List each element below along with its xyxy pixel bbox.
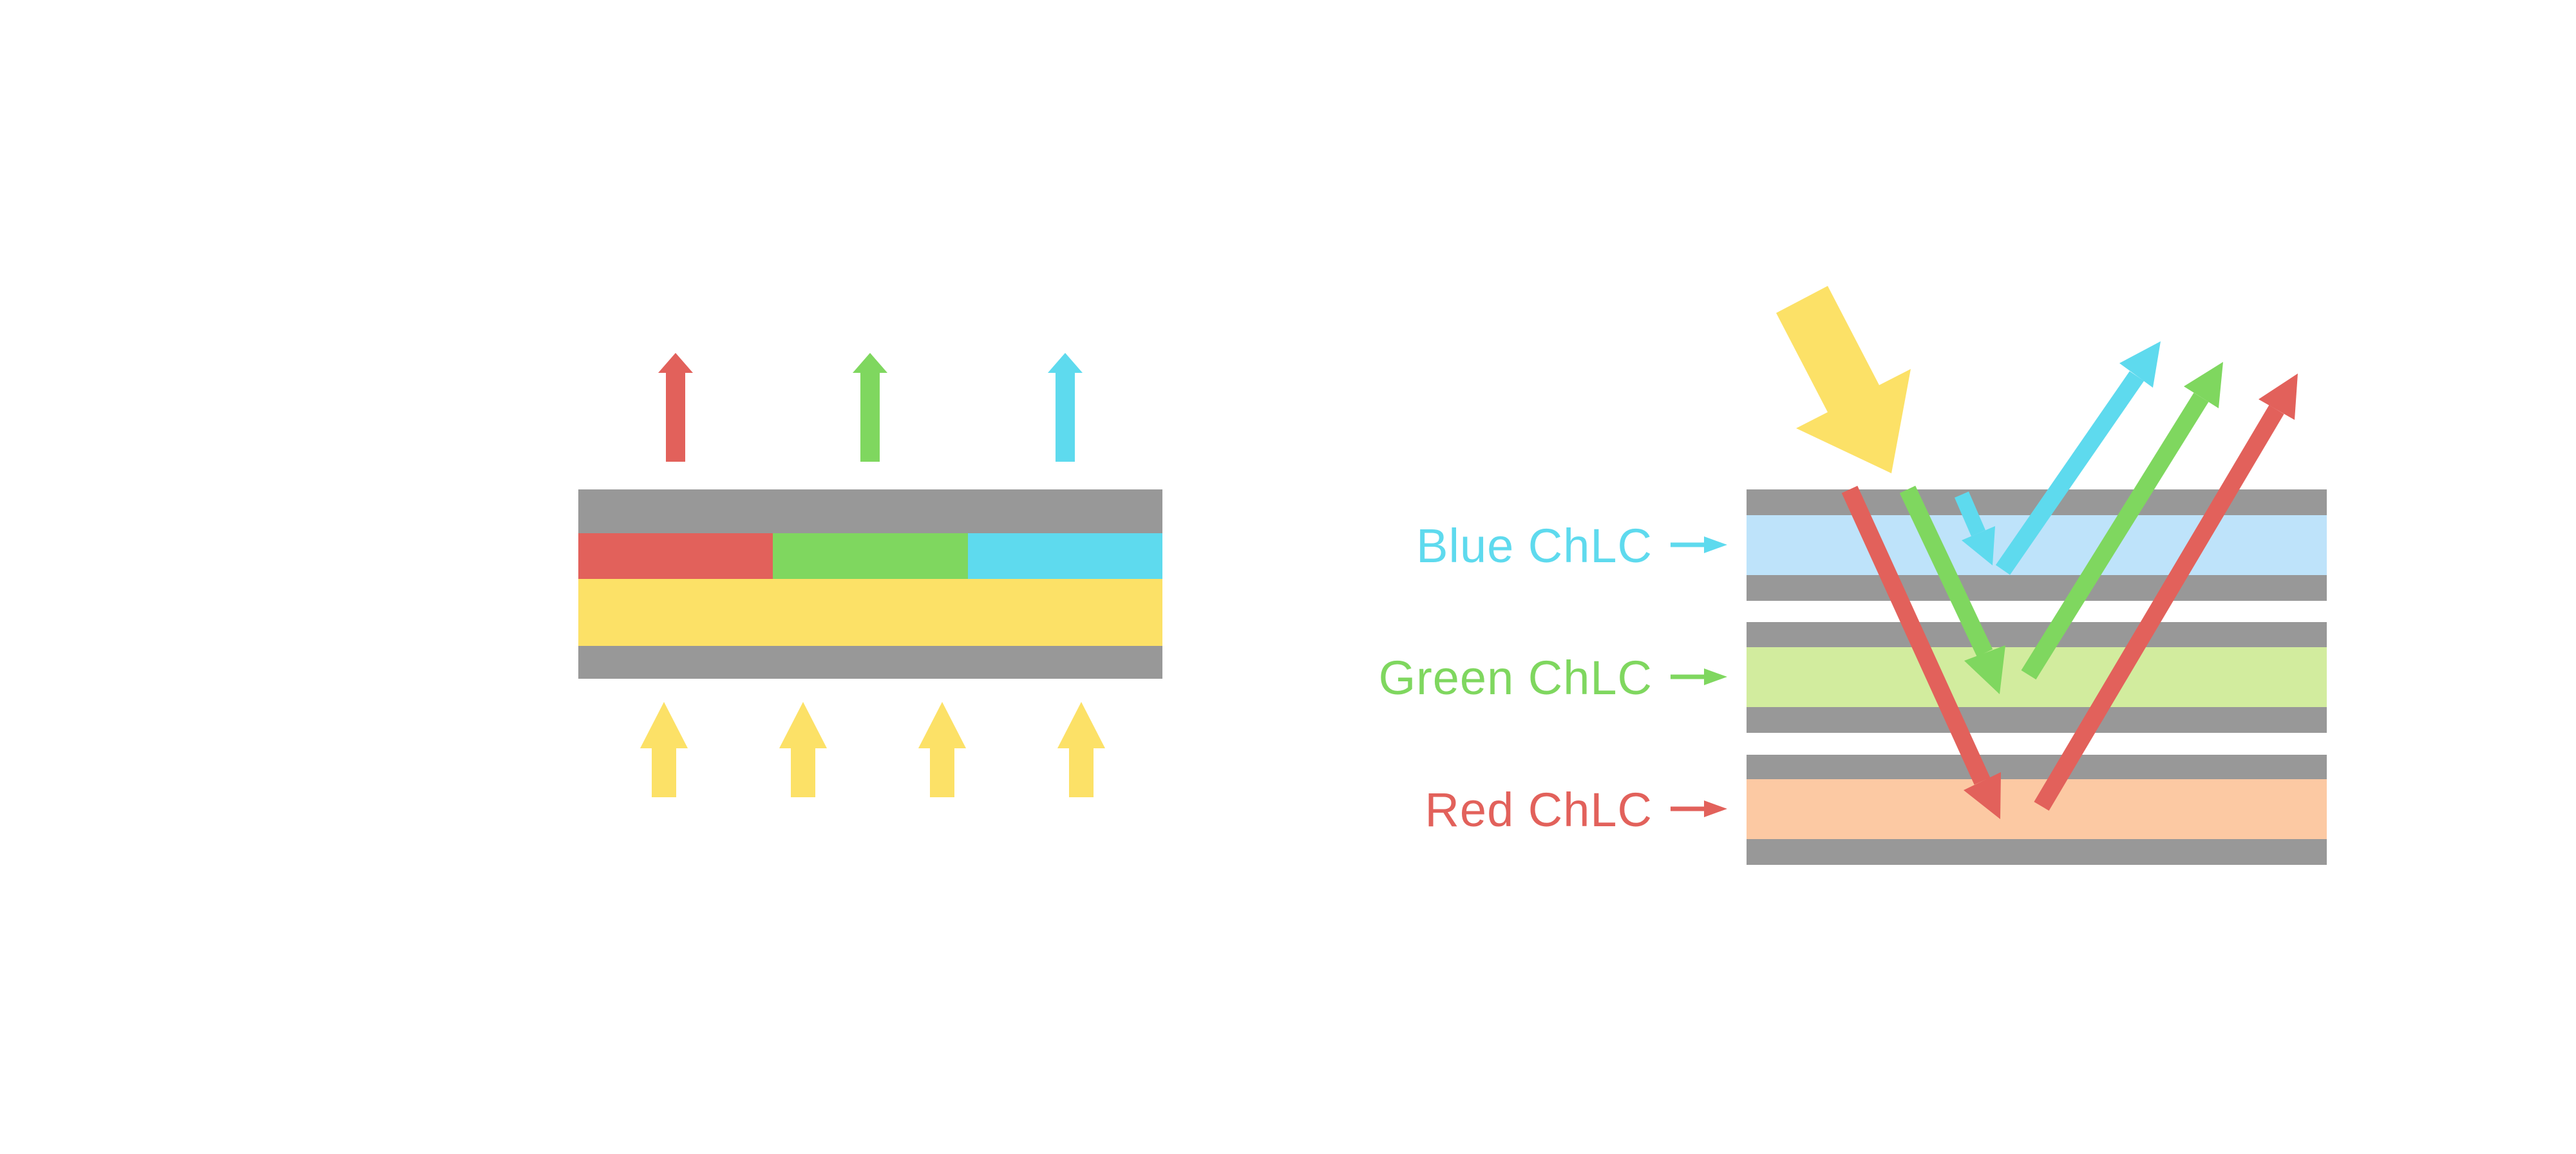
red-up-arrow-icon bbox=[658, 353, 693, 462]
arrow-head bbox=[1964, 645, 2005, 694]
arrow-shaft bbox=[1841, 486, 1991, 785]
yellow-up-arrow-icon bbox=[640, 702, 688, 797]
red-module-top-substrate-bar bbox=[1747, 755, 2327, 779]
arrow-shaft bbox=[2021, 392, 2209, 680]
blue-module-bottom-substrate-bar bbox=[1747, 575, 2327, 601]
cyan-descending-arrow-icon bbox=[1954, 491, 1995, 565]
arrow-shaft bbox=[2034, 405, 2284, 811]
left-stack-diagram bbox=[578, 353, 1162, 797]
arrow-shaft bbox=[1995, 371, 2145, 575]
red-ascending-arrow-icon bbox=[2034, 374, 2298, 811]
left-top-substrate-bar bbox=[578, 489, 1162, 533]
left-bottom-substrate-bar bbox=[578, 646, 1162, 679]
red-right-arrow-icon bbox=[1671, 800, 1727, 817]
red-chlc-label: Red ChLC bbox=[1425, 783, 1653, 837]
red-module-bottom-substrate-bar bbox=[1747, 839, 2327, 865]
left-red-segment bbox=[578, 533, 773, 579]
cyan-right-arrow-icon bbox=[1671, 536, 1727, 553]
arrow-head bbox=[2184, 362, 2223, 408]
green-up-arrow-icon bbox=[853, 353, 887, 462]
cyan-up-arrow-icon bbox=[1048, 353, 1083, 462]
green-descending-arrow-icon bbox=[1899, 486, 2005, 694]
cyan-ascending-arrow-icon bbox=[1995, 341, 2161, 575]
red-chlc-module bbox=[1747, 755, 2327, 865]
blue-chlc-label: Blue ChLC bbox=[1416, 519, 1653, 572]
left-yellow-layer bbox=[578, 579, 1162, 646]
arrow-head bbox=[1704, 668, 1727, 685]
left-cyan-segment bbox=[968, 533, 1162, 579]
red-chlc-layer bbox=[1747, 779, 2327, 839]
arrow-shaft bbox=[1954, 491, 1986, 536]
arrow-head bbox=[1964, 772, 2001, 819]
arrow-head bbox=[1704, 800, 1727, 817]
arrow-head bbox=[2259, 374, 2298, 420]
yellow-up-arrow-icon bbox=[779, 702, 827, 797]
yellow-up-arrow-icon bbox=[918, 702, 966, 797]
green-chlc-label: Green ChLC bbox=[1379, 651, 1653, 705]
yellow-diagonal-down-arrow-icon bbox=[1776, 286, 1911, 473]
green-module-bottom-substrate-bar bbox=[1747, 707, 2327, 733]
arrow-head bbox=[1962, 526, 1995, 565]
red-descending-arrow-icon bbox=[1841, 486, 2001, 819]
green-right-arrow-icon bbox=[1671, 668, 1727, 685]
arrow-shaft bbox=[1899, 486, 1993, 657]
arrow-head bbox=[1704, 536, 1727, 553]
green-ascending-arrow-icon bbox=[2021, 362, 2223, 680]
right-stack-diagram: Blue ChLC Green ChLC Red ChLC bbox=[1379, 286, 2327, 865]
green-module-top-substrate-bar bbox=[1747, 622, 2327, 647]
arrow-head bbox=[2119, 341, 2161, 388]
left-green-segment bbox=[773, 533, 968, 579]
yellow-up-arrow-icon bbox=[1057, 702, 1105, 797]
